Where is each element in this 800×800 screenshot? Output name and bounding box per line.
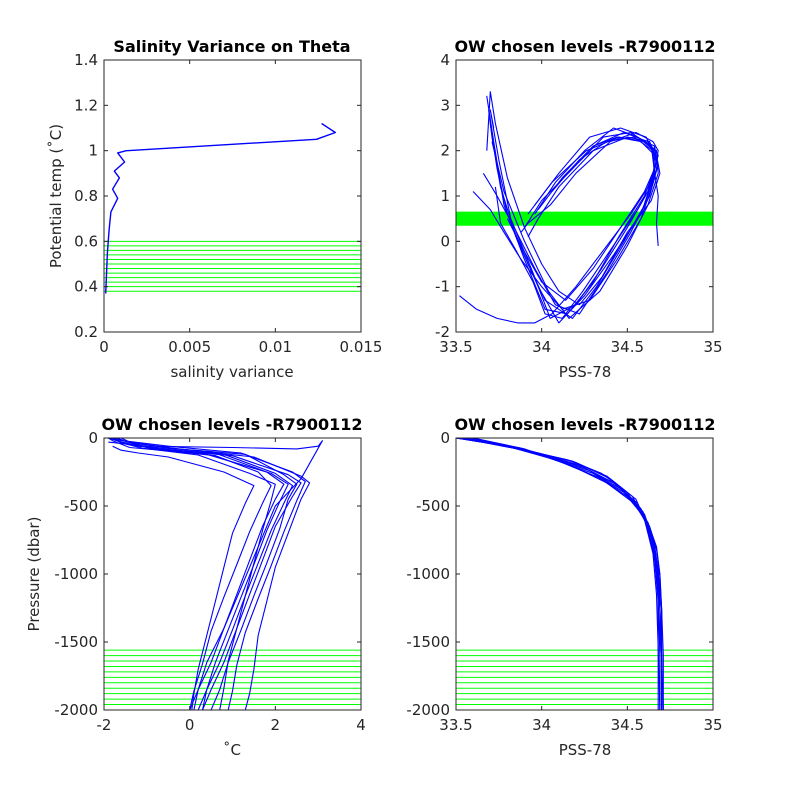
x-tick-label: 0.01	[259, 338, 292, 356]
panel-ts: OW chosen levels -R7900112 PSS-78 33.5 34…	[435, 37, 723, 381]
profile-line	[108, 440, 323, 710]
y-tick-label: 1.2	[74, 96, 98, 114]
profile-line	[469, 438, 663, 710]
panel-salinity-pressure: OW chosen levels -R7900112 PSS-78 33.5 34…	[406, 415, 722, 759]
y-tick-label: 0	[440, 429, 450, 447]
profile-line	[108, 438, 289, 710]
x-tick-label: 0	[185, 716, 195, 734]
y-tick-label: -500	[416, 497, 450, 515]
x-tick-label: 33.5	[439, 338, 472, 356]
profile-line	[112, 438, 311, 710]
y-tick-label: -1500	[54, 633, 98, 651]
x-axis-label: salinity variance	[170, 363, 293, 381]
y-axis-label: Potential temp (˚C)	[47, 124, 65, 268]
x-tick-label: 34	[532, 716, 551, 734]
x-tick-label: 33.5	[439, 716, 472, 734]
profile-line	[112, 445, 255, 710]
profile-line	[491, 136, 659, 319]
y-axis-label: Pressure (dbar)	[25, 517, 43, 632]
panel-title: Salinity Variance on Theta	[113, 37, 350, 56]
profile-line	[116, 438, 298, 710]
y-tick-label: -2000	[54, 701, 98, 719]
x-tick-label: 2	[271, 716, 281, 734]
panel-temp-pressure: OW chosen levels -R7900112 ˚C Pressure (…	[25, 415, 366, 759]
y-tick-label: -1000	[406, 565, 450, 583]
y-tick-label: 0	[88, 429, 98, 447]
x-tick-label: 35	[703, 338, 722, 356]
x-tick-label: 4	[356, 716, 366, 734]
data-layer	[104, 438, 361, 710]
profile-line	[506, 141, 658, 301]
y-tick-label: 0.2	[74, 323, 98, 341]
y-tick-label: -1	[435, 278, 450, 296]
panel-title: OW chosen levels -R7900112	[101, 415, 362, 434]
y-tick-label: -1500	[406, 633, 450, 651]
x-tick-label: 0.015	[340, 338, 383, 356]
panel-salinity-variance: Salinity Variance on Theta salinity vari…	[47, 37, 382, 381]
data-layer	[456, 438, 713, 710]
profile-line	[112, 438, 285, 710]
x-axis-label: ˚C	[223, 741, 241, 759]
profile-line	[472, 136, 656, 310]
x-axis-label: PSS-78	[559, 363, 612, 381]
profile-line	[456, 438, 661, 710]
data-layer	[456, 91, 713, 324]
profile-line	[482, 127, 659, 315]
profile-line	[494, 136, 656, 319]
panel-title: OW chosen levels -R7900112	[454, 415, 715, 434]
y-tick-label: 2	[440, 142, 450, 160]
x-tick-label: 34.5	[611, 716, 644, 734]
x-tick-label: 0.005	[168, 338, 211, 356]
y-tick-label: -2000	[406, 701, 450, 719]
y-tick-label: 4	[440, 51, 450, 69]
plot-area: -2 0 2 4 -2000 -1500 -1000 -500 0	[54, 429, 365, 734]
x-axis-label: PSS-78	[559, 741, 612, 759]
x-tick-label: 34	[532, 338, 551, 356]
x-tick-label: 35	[703, 716, 722, 734]
plot-area: 0 0.005 0.01 0.015 0.2 0.4 0.6 0.8 1 1.2 1.4	[74, 51, 382, 356]
y-tick-label: 0.6	[74, 232, 98, 250]
data-layer	[104, 122, 361, 294]
profile-line	[108, 438, 302, 710]
x-tick-label: 0	[99, 338, 109, 356]
y-tick-label: 0.4	[74, 278, 98, 296]
profile-line	[486, 95, 659, 315]
panel-title: OW chosen levels -R7900112	[454, 37, 715, 56]
y-tick-label: 3	[440, 96, 450, 114]
profile-line	[116, 438, 294, 710]
profile-line	[105, 122, 336, 294]
y-tick-label: -500	[64, 497, 98, 515]
y-tick-label: 0	[440, 232, 450, 250]
y-tick-label: 1.4	[74, 51, 98, 69]
profile-line	[486, 91, 661, 306]
x-tick-label: -2	[97, 716, 112, 734]
plot-area: 33.5 34 34.5 35 -2000 -1500 -1000 -500 0	[406, 429, 722, 734]
y-tick-label: 0.8	[74, 187, 98, 205]
y-tick-label: 1	[88, 142, 98, 160]
x-tick-label: 34.5	[611, 338, 644, 356]
profile-line	[652, 145, 659, 246]
y-tick-label: -1000	[54, 565, 98, 583]
profile-line	[108, 438, 306, 710]
y-tick-label: 1	[440, 187, 450, 205]
y-tick-label: -2	[435, 323, 450, 341]
